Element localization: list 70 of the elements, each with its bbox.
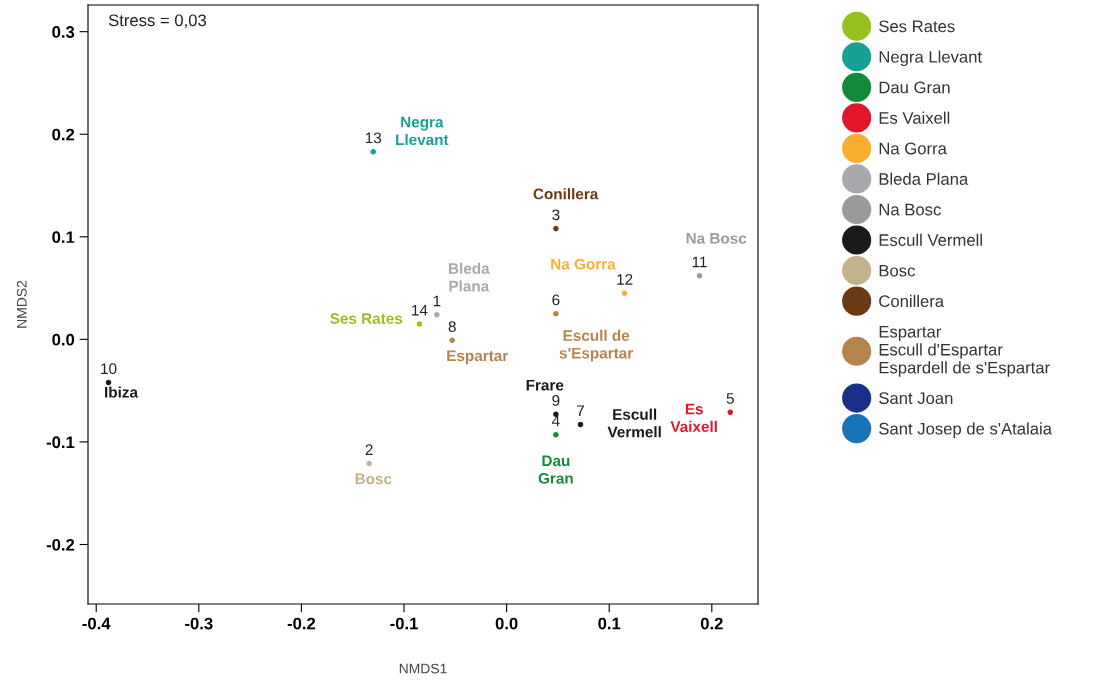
legend-label: Conillera	[879, 294, 945, 308]
annotation: 13	[365, 132, 382, 144]
annotation: 5	[726, 393, 734, 404]
legend-label: Na Bosc	[879, 203, 941, 216]
legend-label: Espartar Escull d'Espartar Espardell de s'Espartar	[879, 325, 1050, 377]
annotation: 7	[577, 405, 584, 416]
legend-label: Escull Vermell	[879, 233, 982, 246]
x-tick-label: 0.0	[495, 617, 518, 630]
y-tick-label: -0.2	[46, 538, 75, 551]
point	[449, 337, 456, 344]
annotation: Conillera	[533, 188, 599, 200]
legend-label: Sant Josep de s'Atalaia	[879, 422, 1052, 438]
x-tick-label: 0.2	[700, 617, 723, 630]
annotation: 9	[552, 395, 560, 406]
x-tick-label: 0.1	[598, 617, 621, 630]
annotation: Dau Gran	[538, 455, 573, 484]
point	[416, 321, 423, 327]
annotation: 3	[552, 209, 560, 221]
point	[577, 421, 584, 428]
x-tick-label: -0.1	[390, 617, 418, 630]
annotation: 12	[617, 274, 633, 285]
point	[553, 310, 559, 317]
y-tick-label: -0.1	[46, 436, 75, 449]
legend-label: Negra Llevant	[879, 50, 982, 67]
y-axis-title: NMDS2	[16, 280, 27, 328]
point	[434, 311, 440, 318]
annotation: Bosc	[355, 473, 392, 485]
annotation: Ses Rates	[330, 313, 403, 324]
y-tick-label: 0.1	[52, 231, 75, 244]
legend-label: Es Vaixell	[879, 111, 950, 124]
point	[621, 290, 628, 296]
x-tick-label: -0.3	[185, 617, 213, 630]
annotation: Es Vaixell	[670, 403, 717, 433]
legend-label: Dau Gran	[879, 81, 950, 94]
annotation: 4	[551, 415, 560, 427]
y-tick-label: 0.0	[52, 333, 75, 346]
annotation: Ibiza	[105, 386, 139, 398]
point	[696, 273, 703, 279]
y-tick-label: 0.2	[52, 128, 75, 141]
annotation: 1	[433, 295, 441, 307]
legend-label: Bleda Plana	[879, 172, 969, 185]
annotation: 6	[552, 294, 560, 306]
point	[553, 225, 559, 232]
point	[727, 409, 734, 415]
x-tick-label: -0.4	[82, 617, 111, 630]
legend-label: Ses Rates	[879, 20, 955, 33]
legend-label: Bosc	[879, 264, 915, 277]
annotation: Na Bosc	[686, 233, 747, 244]
annotation: Na Gorra	[551, 258, 616, 270]
x-axis-title: NMDS1	[399, 663, 447, 674]
annotation: 10	[101, 363, 117, 375]
annotation: 11	[692, 256, 707, 268]
annotation: Negra Llevant	[396, 116, 449, 146]
legend-label: Na Gorra	[879, 142, 947, 155]
annotation: Escull de s'Espartar	[559, 329, 633, 362]
annotation: Espartar	[447, 350, 509, 365]
point	[366, 460, 372, 467]
x-tick-label: -0.2	[287, 617, 316, 630]
annotation: Escull Vermell	[607, 408, 661, 438]
y-tick-label: 0.3	[52, 26, 75, 38]
point	[105, 379, 112, 386]
legend-label: Sant Joan	[879, 392, 953, 405]
annotation: Frare	[526, 379, 564, 391]
point	[370, 148, 377, 155]
point	[553, 431, 559, 438]
annotation: 14	[412, 304, 428, 316]
annotation: 2	[365, 444, 373, 455]
annotation: Stress = 0,03	[108, 14, 207, 29]
annotation: 8	[448, 321, 456, 332]
annotation: Bleda Plana	[449, 262, 490, 292]
